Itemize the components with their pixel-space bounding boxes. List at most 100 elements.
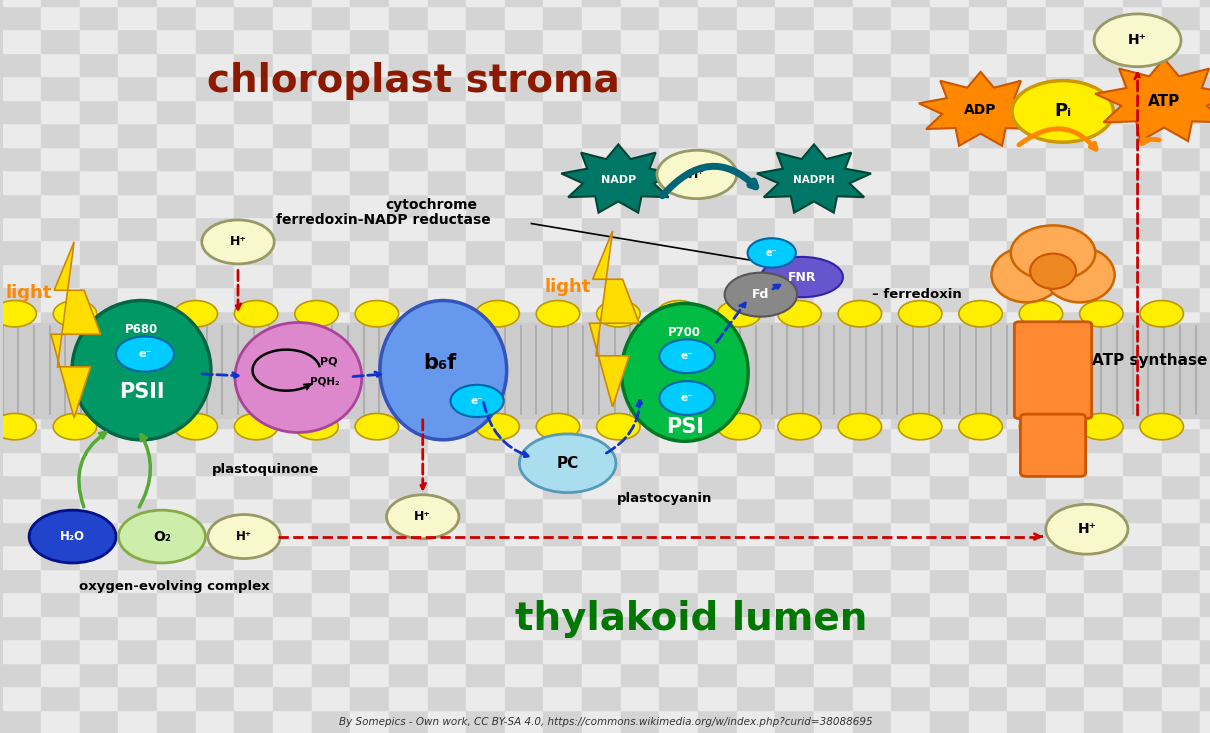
Bar	[351, 686, 388, 710]
Bar	[582, 381, 621, 405]
Bar	[582, 170, 621, 194]
Bar	[273, 0, 312, 6]
Circle shape	[718, 301, 761, 327]
Bar	[351, 123, 388, 147]
Circle shape	[386, 495, 459, 539]
Bar	[853, 240, 892, 264]
Bar	[1045, 6, 1084, 29]
Bar	[621, 147, 659, 170]
Bar	[41, 6, 80, 29]
Bar	[41, 123, 80, 147]
Bar	[80, 522, 119, 545]
Bar	[119, 6, 157, 29]
Bar	[235, 100, 273, 123]
Bar	[466, 663, 505, 686]
Bar	[1007, 592, 1045, 616]
Bar	[427, 6, 466, 29]
Bar	[80, 194, 119, 217]
Bar	[196, 264, 235, 287]
Bar	[1162, 452, 1200, 475]
Bar	[1084, 545, 1123, 569]
Bar	[2, 639, 41, 663]
Bar	[582, 358, 621, 381]
Bar	[157, 147, 196, 170]
Bar	[1162, 616, 1200, 639]
Bar	[388, 53, 427, 76]
Bar	[737, 53, 776, 76]
Bar	[273, 6, 312, 29]
Bar	[427, 428, 466, 452]
Bar	[737, 475, 776, 498]
Bar	[273, 498, 312, 522]
Text: ADP: ADP	[964, 103, 997, 117]
Bar	[1123, 639, 1162, 663]
Bar	[582, 428, 621, 452]
Bar	[1123, 100, 1162, 123]
Text: ferredoxin-NADP reductase: ferredoxin-NADP reductase	[276, 213, 490, 227]
Bar	[853, 6, 892, 29]
Bar	[621, 381, 659, 405]
Bar	[196, 194, 235, 217]
Bar	[582, 264, 621, 287]
Bar	[776, 123, 814, 147]
Bar	[1123, 663, 1162, 686]
Bar	[621, 639, 659, 663]
Bar	[312, 100, 351, 123]
Bar	[814, 240, 853, 264]
Bar	[659, 334, 698, 358]
Circle shape	[0, 301, 36, 327]
Bar	[853, 358, 892, 381]
FancyBboxPatch shape	[1020, 414, 1085, 476]
Bar	[776, 475, 814, 498]
Bar	[196, 498, 235, 522]
Bar	[698, 498, 737, 522]
Bar	[582, 334, 621, 358]
Bar	[543, 334, 582, 358]
Bar	[1200, 686, 1210, 710]
Circle shape	[1094, 14, 1181, 67]
Bar	[582, 53, 621, 76]
Bar	[466, 428, 505, 452]
Bar	[968, 264, 1007, 287]
Bar	[737, 264, 776, 287]
Bar	[2, 428, 41, 452]
Bar	[273, 358, 312, 381]
Circle shape	[519, 434, 616, 493]
Bar	[1084, 381, 1123, 405]
Bar	[119, 522, 157, 545]
Bar	[1045, 452, 1084, 475]
Bar	[776, 358, 814, 381]
Bar	[466, 475, 505, 498]
Bar	[698, 522, 737, 545]
Bar	[621, 616, 659, 639]
Bar	[1123, 710, 1162, 733]
Bar	[235, 0, 273, 6]
Bar	[814, 663, 853, 686]
Text: light: light	[6, 284, 52, 302]
Bar	[582, 686, 621, 710]
Bar	[235, 264, 273, 287]
Bar	[929, 475, 968, 498]
Bar	[968, 0, 1007, 6]
Bar	[312, 569, 351, 592]
Bar	[427, 522, 466, 545]
Bar	[351, 29, 388, 53]
Bar	[388, 0, 427, 6]
Bar	[1162, 170, 1200, 194]
Bar	[1162, 545, 1200, 569]
Bar	[814, 287, 853, 311]
Bar	[273, 334, 312, 358]
Bar	[776, 53, 814, 76]
Bar	[2, 6, 41, 29]
Ellipse shape	[761, 257, 843, 298]
Bar	[776, 334, 814, 358]
Bar	[196, 592, 235, 616]
Bar	[1007, 545, 1045, 569]
Bar	[41, 147, 80, 170]
Text: ATP synthase: ATP synthase	[1093, 353, 1208, 368]
Bar	[41, 381, 80, 405]
Bar	[466, 616, 505, 639]
Polygon shape	[51, 242, 100, 418]
Text: thylakoid lumen: thylakoid lumen	[514, 600, 868, 638]
Bar	[1045, 686, 1084, 710]
